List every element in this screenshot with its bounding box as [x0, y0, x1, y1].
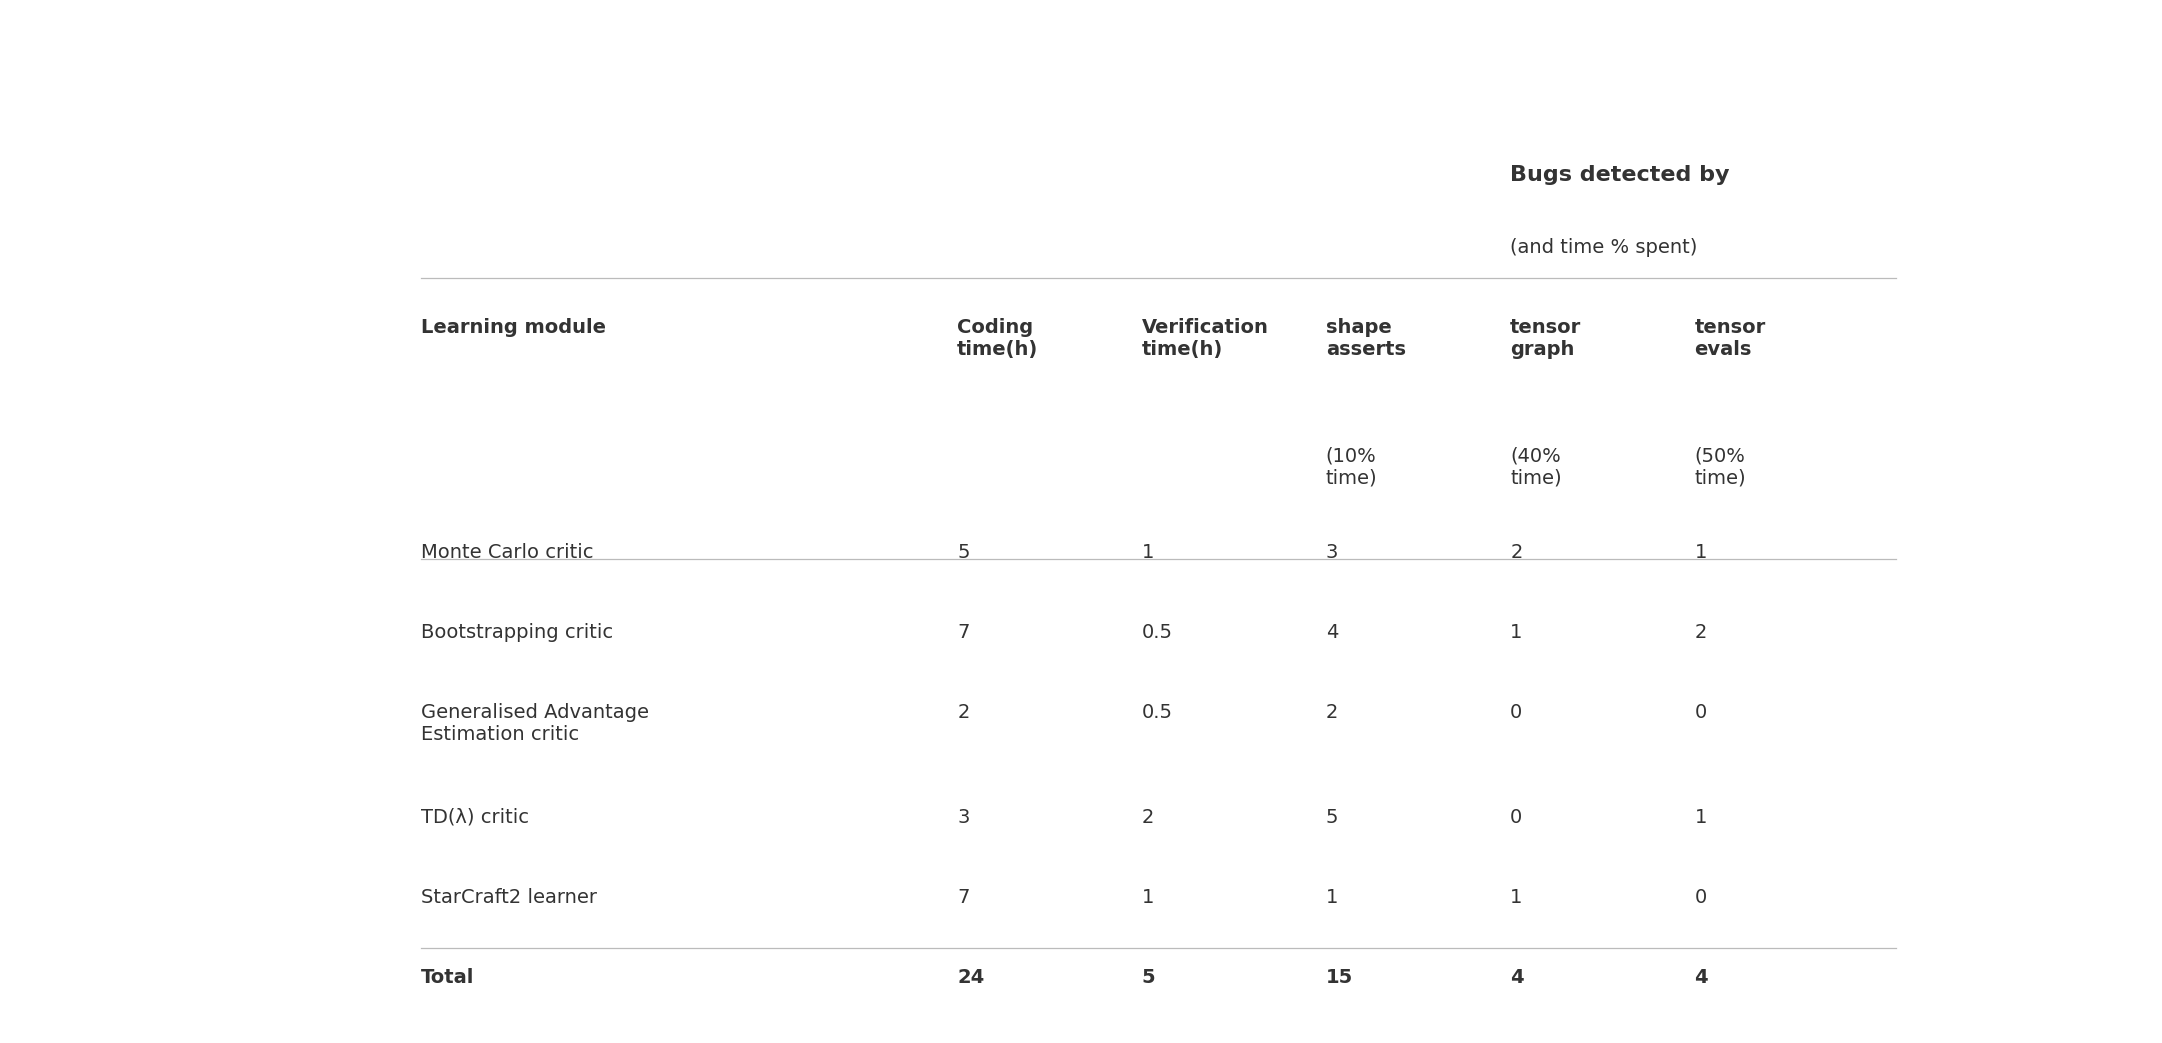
Text: 3: 3 [958, 807, 969, 827]
Text: 3: 3 [1325, 542, 1338, 562]
Text: 15: 15 [1325, 968, 1353, 988]
Text: 0: 0 [1509, 703, 1522, 723]
Text: Monte Carlo critic: Monte Carlo critic [422, 542, 595, 562]
Text: (40%
time): (40% time) [1509, 446, 1561, 487]
Text: 0.5: 0.5 [1142, 703, 1172, 723]
Text: 24: 24 [958, 968, 984, 988]
Text: 1: 1 [1142, 542, 1155, 562]
Text: 1: 1 [1509, 623, 1522, 642]
Text: 1: 1 [1509, 889, 1522, 907]
Text: 7: 7 [958, 889, 969, 907]
Text: 2: 2 [1509, 542, 1522, 562]
Text: StarCraft2 learner: StarCraft2 learner [422, 889, 597, 907]
Text: shape
asserts: shape asserts [1325, 318, 1405, 359]
Text: 1: 1 [1142, 889, 1155, 907]
Text: 2: 2 [1142, 807, 1155, 827]
Text: Total: Total [422, 968, 473, 988]
Text: 4: 4 [1509, 968, 1524, 988]
Text: 2: 2 [1695, 623, 1706, 642]
Text: 4: 4 [1695, 968, 1708, 988]
Text: 0: 0 [1695, 703, 1706, 723]
Text: 5: 5 [958, 542, 971, 562]
Text: 4: 4 [1325, 623, 1338, 642]
Text: Coding
time(h): Coding time(h) [958, 318, 1038, 359]
Text: 0.5: 0.5 [1142, 623, 1172, 642]
Text: 2: 2 [958, 703, 969, 723]
Text: 5: 5 [1325, 807, 1338, 827]
Text: (50%
time): (50% time) [1695, 446, 1747, 487]
Text: 0: 0 [1695, 889, 1706, 907]
Text: Learning module: Learning module [422, 318, 605, 337]
Text: Bootstrapping critic: Bootstrapping critic [422, 623, 614, 642]
Text: 5: 5 [1142, 968, 1155, 988]
Text: tensor
graph: tensor graph [1509, 318, 1580, 359]
Text: 1: 1 [1695, 542, 1706, 562]
Text: 2: 2 [1325, 703, 1338, 723]
Text: 0: 0 [1509, 807, 1522, 827]
Text: Verification
time(h): Verification time(h) [1142, 318, 1269, 359]
Text: (and time % spent): (and time % spent) [1509, 238, 1697, 257]
Text: 1: 1 [1325, 889, 1338, 907]
Text: 7: 7 [958, 623, 969, 642]
Text: Generalised Advantage
Estimation critic: Generalised Advantage Estimation critic [422, 703, 649, 745]
Text: TD(λ) critic: TD(λ) critic [422, 807, 530, 827]
Text: 1: 1 [1695, 807, 1706, 827]
Text: Bugs detected by: Bugs detected by [1509, 166, 1730, 186]
Text: (10%
time): (10% time) [1325, 446, 1377, 487]
Text: tensor
evals: tensor evals [1695, 318, 1766, 359]
